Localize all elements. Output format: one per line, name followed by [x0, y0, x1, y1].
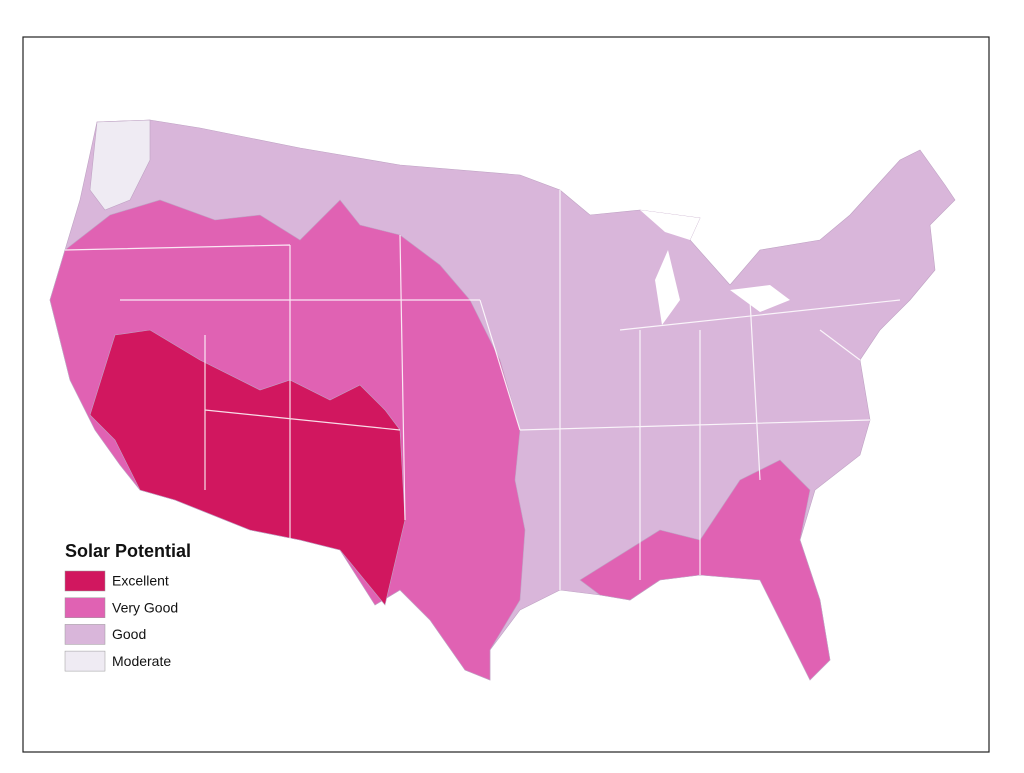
legend-label: Very Good — [112, 599, 178, 615]
legend-swatch — [64, 597, 106, 618]
legend-swatch — [64, 570, 106, 592]
lakes — [640, 210, 790, 325]
legend-label: Excellent — [112, 573, 169, 589]
legend-swatch — [64, 624, 106, 645]
legend-label: Good — [112, 626, 146, 642]
region-very-good — [579, 459, 831, 681]
legend-swatch — [64, 650, 106, 672]
state-borders — [64, 190, 901, 590]
legend-label: Moderate — [112, 653, 171, 669]
legend: Excellent Very Good Good Moderate — [64, 570, 178, 672]
region-moderate — [89, 119, 151, 211]
legend-title: Solar Potential — [65, 541, 191, 561]
